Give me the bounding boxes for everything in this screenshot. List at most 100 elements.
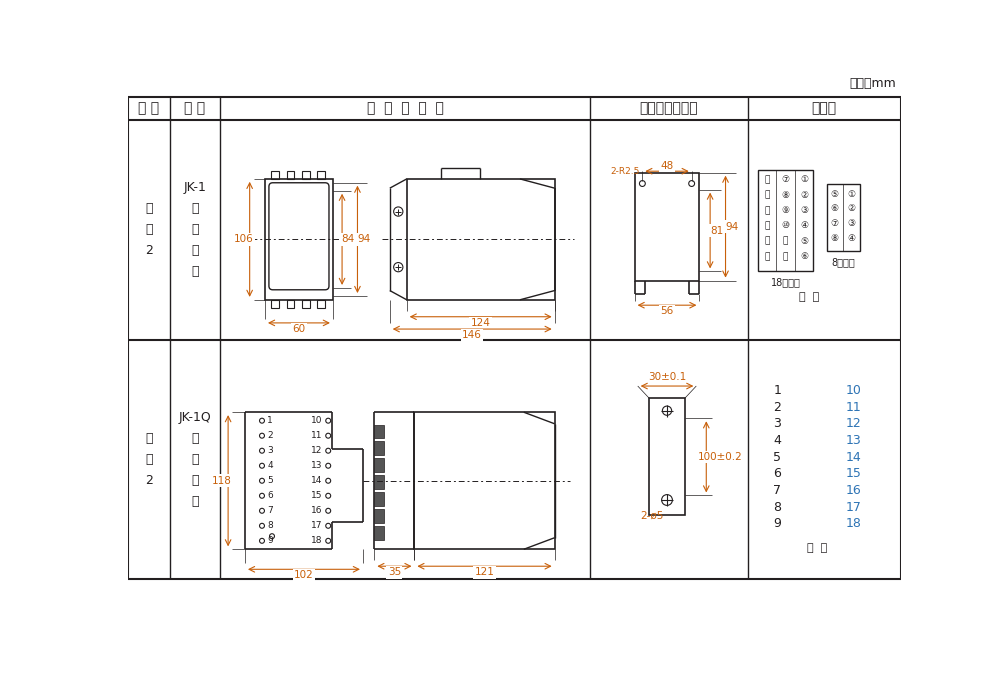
Text: 背  视: 背 视 bbox=[797, 292, 818, 302]
Text: 9: 9 bbox=[267, 536, 273, 546]
Text: 4: 4 bbox=[267, 461, 273, 470]
Text: 14: 14 bbox=[311, 477, 323, 485]
Bar bbox=[374, 458, 384, 473]
Text: 121: 121 bbox=[474, 567, 493, 577]
Text: ①: ① bbox=[799, 175, 807, 184]
Text: 结 构: 结 构 bbox=[185, 101, 206, 115]
Bar bbox=[757, 170, 812, 270]
Bar bbox=[374, 492, 384, 506]
Text: ⑦: ⑦ bbox=[780, 175, 789, 184]
Text: ④: ④ bbox=[799, 221, 807, 231]
Text: 2: 2 bbox=[772, 401, 780, 414]
Text: 2-ø5: 2-ø5 bbox=[639, 511, 663, 521]
Bar bbox=[302, 171, 309, 179]
Text: 2-R2.5: 2-R2.5 bbox=[609, 167, 639, 176]
Text: ⑯: ⑯ bbox=[763, 221, 769, 231]
Text: 3: 3 bbox=[267, 446, 273, 455]
Bar bbox=[374, 441, 384, 456]
Text: ⑩: ⑩ bbox=[780, 221, 789, 231]
Text: 10: 10 bbox=[311, 416, 323, 425]
Text: 12: 12 bbox=[845, 417, 861, 431]
Text: 84: 84 bbox=[341, 235, 354, 244]
Text: 106: 106 bbox=[234, 235, 253, 244]
Text: 94: 94 bbox=[725, 222, 738, 232]
Text: 9: 9 bbox=[772, 518, 780, 531]
Bar bbox=[271, 299, 279, 308]
Text: 7: 7 bbox=[772, 484, 780, 497]
Text: ②: ② bbox=[847, 204, 855, 214]
Bar bbox=[634, 173, 699, 281]
Text: 5: 5 bbox=[772, 451, 780, 464]
Text: ⑧: ⑧ bbox=[780, 191, 789, 199]
Text: 18点端子: 18点端子 bbox=[770, 276, 799, 287]
Bar bbox=[414, 412, 554, 550]
Text: JK-1Q
板
前
接
线: JK-1Q 板 前 接 线 bbox=[179, 411, 212, 508]
Text: 60: 60 bbox=[292, 324, 305, 334]
Bar bbox=[826, 183, 859, 251]
Text: 17: 17 bbox=[311, 521, 323, 530]
Text: 18: 18 bbox=[845, 518, 861, 531]
Bar bbox=[317, 171, 325, 179]
Text: 安装开孔尺寸图: 安装开孔尺寸图 bbox=[639, 101, 697, 115]
Text: 6: 6 bbox=[772, 467, 780, 481]
Text: 7: 7 bbox=[267, 506, 273, 515]
Text: ⑭: ⑭ bbox=[763, 191, 769, 199]
Text: 12: 12 bbox=[311, 446, 323, 455]
Text: 56: 56 bbox=[660, 306, 673, 316]
Text: 102: 102 bbox=[294, 571, 314, 581]
Text: ⑤: ⑤ bbox=[829, 190, 839, 199]
Text: ⑨: ⑨ bbox=[780, 206, 789, 215]
Text: 10: 10 bbox=[845, 384, 861, 397]
Text: 30±0.1: 30±0.1 bbox=[647, 372, 685, 382]
Text: 18: 18 bbox=[311, 536, 323, 546]
Text: 6: 6 bbox=[267, 491, 273, 500]
Text: 11: 11 bbox=[311, 431, 323, 440]
Text: 外  形  尺  寸  图: 外 形 尺 寸 图 bbox=[366, 101, 443, 115]
Text: 11: 11 bbox=[845, 401, 861, 414]
Text: 8点端子: 8点端子 bbox=[830, 258, 855, 268]
Bar bbox=[406, 179, 554, 299]
Text: ⑰: ⑰ bbox=[763, 237, 769, 246]
Text: 1: 1 bbox=[267, 416, 273, 425]
Text: ⑥: ⑥ bbox=[829, 204, 839, 214]
Bar bbox=[286, 171, 294, 179]
Bar bbox=[265, 179, 333, 299]
Bar bbox=[374, 526, 384, 540]
Text: ③: ③ bbox=[799, 206, 807, 215]
Bar bbox=[374, 509, 384, 523]
Text: 118: 118 bbox=[212, 476, 232, 486]
Text: 81: 81 bbox=[710, 226, 723, 235]
Bar bbox=[649, 398, 684, 515]
Text: 8: 8 bbox=[267, 521, 273, 530]
Text: 3: 3 bbox=[772, 417, 780, 431]
Text: 146: 146 bbox=[461, 330, 481, 340]
Text: 5: 5 bbox=[267, 477, 273, 485]
Text: 14: 14 bbox=[845, 451, 861, 464]
Text: 13: 13 bbox=[845, 434, 861, 447]
Text: 15: 15 bbox=[845, 467, 861, 481]
Text: 2: 2 bbox=[267, 431, 273, 440]
Text: ⑱: ⑱ bbox=[763, 252, 769, 261]
Text: ⑥: ⑥ bbox=[799, 252, 807, 261]
Text: 4: 4 bbox=[772, 434, 780, 447]
Bar bbox=[302, 299, 309, 308]
Text: 8: 8 bbox=[772, 501, 780, 514]
Text: ⑮: ⑮ bbox=[763, 206, 769, 215]
Bar bbox=[374, 425, 384, 439]
Text: JK-1
板
后
接
线: JK-1 板 后 接 线 bbox=[184, 181, 207, 279]
Text: 单位：mm: 单位：mm bbox=[849, 76, 896, 90]
Bar bbox=[286, 299, 294, 308]
Text: 16: 16 bbox=[845, 484, 861, 497]
Text: 端子图: 端子图 bbox=[810, 101, 835, 115]
Text: 94: 94 bbox=[357, 235, 370, 244]
Text: 35: 35 bbox=[387, 567, 400, 577]
Text: ④: ④ bbox=[847, 234, 855, 243]
Text: 16: 16 bbox=[311, 506, 323, 515]
Text: ⑬: ⑬ bbox=[763, 175, 769, 184]
Bar bbox=[271, 171, 279, 179]
Text: 附
图
2: 附 图 2 bbox=[144, 432, 152, 487]
Text: 13: 13 bbox=[311, 461, 323, 470]
Text: 图 号: 图 号 bbox=[138, 101, 159, 115]
Text: 17: 17 bbox=[845, 501, 861, 514]
Text: ⑦: ⑦ bbox=[829, 219, 839, 228]
